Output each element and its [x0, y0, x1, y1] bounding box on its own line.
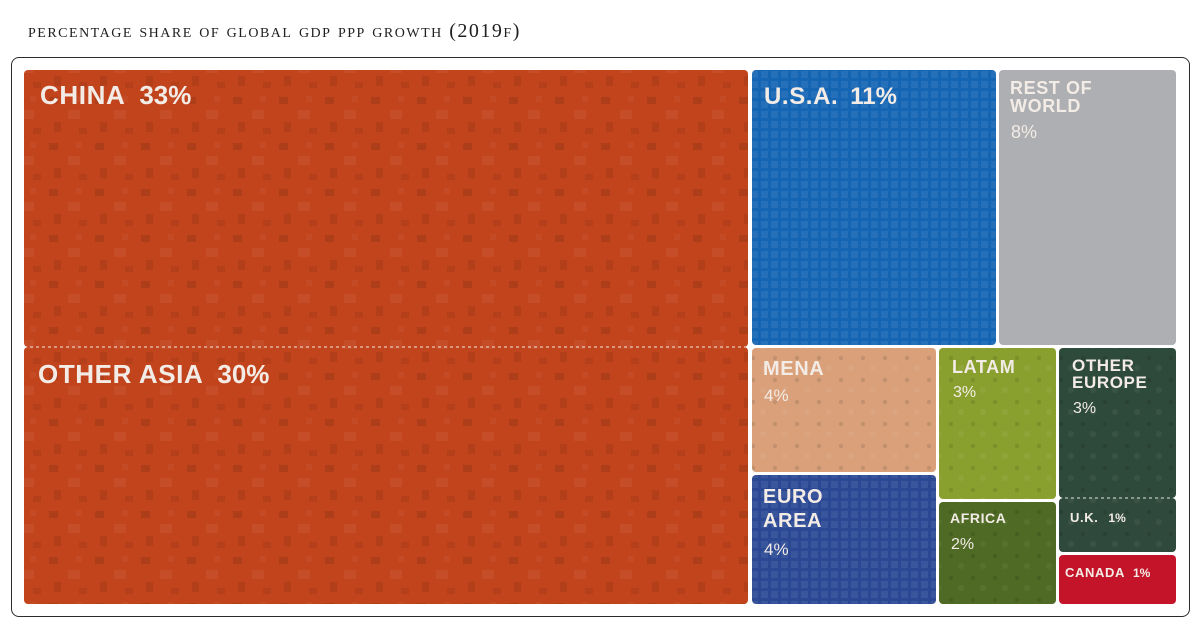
tile-other-asia: OTHER ASIA 30%: [24, 347, 748, 604]
tile-other-europe-label: EUROPE: [1072, 373, 1147, 392]
tile-africa-value: 2%: [951, 536, 974, 553]
tile-africa: AFRICA 2%: [939, 502, 1056, 604]
tile-uk-value: 1%: [1108, 511, 1126, 525]
tile-uk: U.K. 1%: [1059, 498, 1176, 552]
tile-mena-value: 4%: [764, 386, 789, 405]
tile-africa-label: AFRICA: [950, 510, 1006, 526]
tile-rest-of-world-texture: [999, 70, 1176, 345]
tile-usa-label: U.S.A.: [764, 83, 838, 110]
tile-euro-area-value: 4%: [764, 540, 789, 559]
tile-canada-value: 1%: [1133, 566, 1151, 580]
tile-mena: MENA 4%: [752, 348, 936, 472]
tile-other-europe-texture: [1059, 348, 1176, 498]
tile-other-europe-value: 3%: [1073, 400, 1096, 417]
tile-uk-label: U.K.: [1070, 510, 1098, 525]
tile-rest-of-world-value: 8%: [1011, 122, 1037, 142]
tile-canada: CANADA 1%: [1059, 555, 1176, 604]
tile-other-asia-label: OTHER ASIA: [38, 359, 203, 389]
tile-africa-texture: [939, 502, 1056, 604]
tile-euro-area-label: EURO: [763, 486, 823, 508]
tile-mena-texture: [752, 348, 936, 472]
tile-latam-texture: [939, 348, 1056, 499]
tile-uk-texture: [1059, 498, 1176, 552]
tile-rest-of-world-label: WORLD: [1010, 96, 1081, 116]
chart-title: PERCENTAGE SHARE OF GLOBAL GDP PPP GROWT…: [28, 20, 521, 42]
tile-latam: LATAM 3%: [939, 348, 1056, 499]
tile-other-asia-texture: [24, 347, 748, 604]
tile-usa-texture: [752, 70, 996, 345]
tile-rest-of-world-label: REST OF: [1010, 78, 1092, 98]
tile-canada-label: CANADA: [1065, 565, 1125, 580]
tile-china-label: CHINA: [40, 80, 125, 110]
tile-china: CHINA 33%: [24, 70, 748, 347]
tile-china-texture: [24, 70, 748, 347]
tile-other-europe-label: OTHER: [1072, 356, 1135, 375]
tile-latam-value: 3%: [953, 384, 976, 401]
tile-canada-texture: [1059, 555, 1176, 604]
tile-usa: U.S.A. 11%: [752, 70, 996, 345]
tile-latam-label: LATAM: [952, 357, 1015, 377]
tile-euro-area-texture: [752, 475, 936, 604]
tile-euro-area-label: AREA: [763, 510, 822, 532]
tile-mena-label: MENA: [763, 358, 824, 380]
tile-other-asia-value: 30%: [217, 359, 269, 389]
tile-usa-value: 11%: [850, 83, 897, 110]
tile-china-value: 33%: [139, 80, 191, 110]
